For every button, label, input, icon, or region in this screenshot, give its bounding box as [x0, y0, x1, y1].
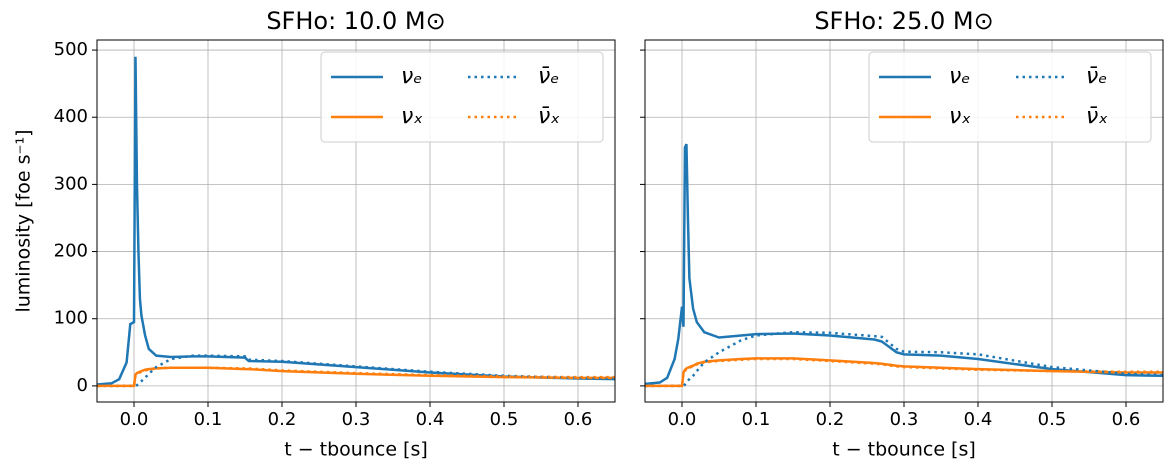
x-tick-label: 0.5 [490, 409, 519, 430]
legend-label: νₓ [401, 104, 423, 129]
chart-title: SFHo: 25.0 M⊙ [814, 7, 993, 35]
x-tick-label: 0.3 [342, 409, 371, 430]
y-tick-label: 400 [54, 106, 88, 127]
legend-label: νₑ [401, 64, 422, 89]
legend-box [320, 51, 604, 143]
x-tick-label: 0.4 [964, 409, 993, 430]
legend-box [868, 51, 1152, 143]
legend-label: ν̄ₓ [1086, 104, 1108, 129]
series-line [97, 366, 615, 388]
x-tick-label: 0.3 [890, 409, 919, 430]
y-tick-label: 300 [54, 173, 88, 194]
legend-label: ν̄ₓ [538, 104, 560, 129]
y-tick-label: 500 [54, 39, 88, 60]
y-tick-label: 0 [77, 375, 88, 396]
y-axis-label: luminosity [foe s⁻¹] [13, 129, 35, 312]
x-tick-label: 0.0 [668, 409, 697, 430]
series-line [97, 56, 615, 386]
chart-title: SFHo: 10.0 M⊙ [266, 7, 445, 35]
x-axis-label: t − tbounce [s] [832, 439, 976, 461]
x-tick-label: 0.1 [194, 409, 223, 430]
x-tick-label: 0.1 [742, 409, 771, 430]
y-tick-label: 200 [54, 241, 88, 262]
x-tick-label: 0.6 [564, 409, 593, 430]
x-axis-label: t − tbounce [s] [284, 439, 428, 461]
series-line [645, 143, 1163, 386]
axes-frame [644, 39, 1164, 403]
y-tick-label: 100 [54, 308, 88, 329]
x-tick-label: 0.5 [1038, 409, 1067, 430]
x-tick-label: 0.2 [268, 409, 297, 430]
x-tick-label: 0.2 [816, 409, 845, 430]
x-tick-label: 0.6 [1112, 409, 1141, 430]
x-tick-label: 0.0 [120, 409, 149, 430]
series-line [645, 330, 1163, 388]
axes-frame [96, 39, 616, 403]
legend-label: νₓ [949, 104, 971, 129]
legend-label: ν̄ₑ [1086, 64, 1107, 89]
legend-label: νₑ [949, 64, 970, 89]
series-line [645, 357, 1163, 388]
legend-label: ν̄ₑ [538, 64, 559, 89]
x-tick-label: 0.4 [416, 409, 445, 430]
